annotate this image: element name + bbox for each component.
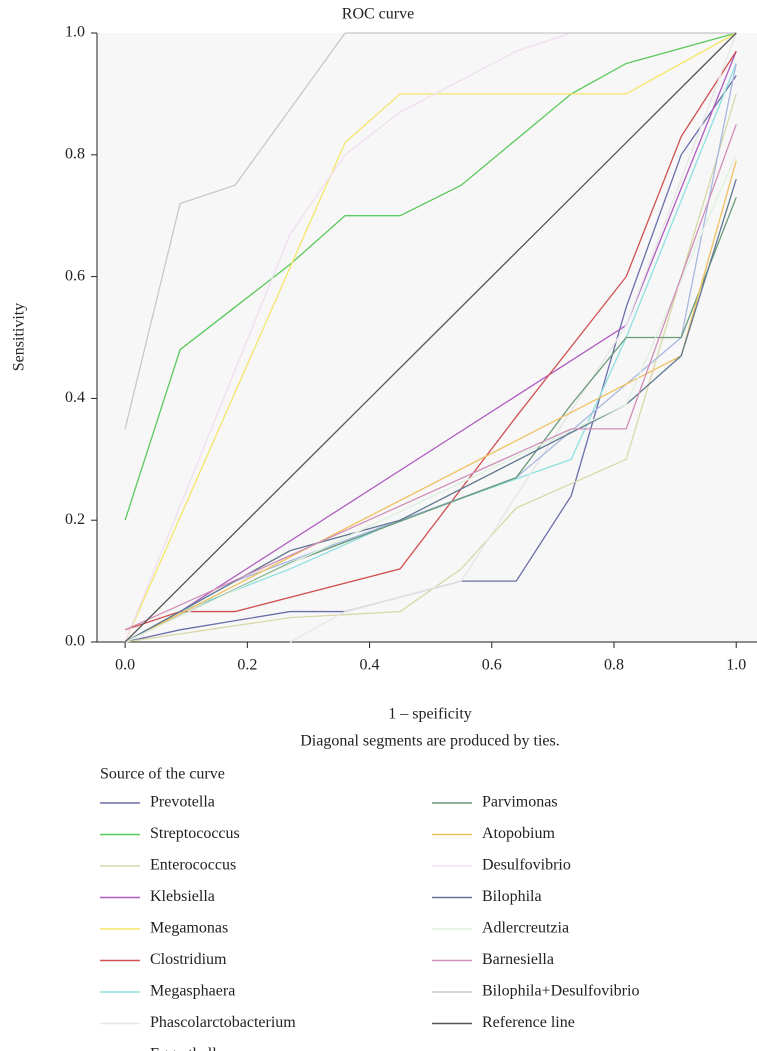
legend-label: Reference line	[482, 1014, 575, 1031]
legend-title: Source of the curve	[100, 766, 225, 783]
legend-label: Phascolarctobacterium	[150, 1014, 296, 1031]
roc-line	[124, 75, 737, 643]
roc-line	[289, 32, 737, 643]
y-tick-label: 1.0	[65, 24, 85, 41]
roc-line	[124, 32, 737, 643]
x-tick-label: 0.8	[604, 657, 624, 674]
legend-label: Bilophila	[482, 888, 542, 905]
legend-label: Megamonas	[150, 920, 228, 937]
roc-line	[124, 32, 737, 430]
legend-label: Streptococcus	[150, 825, 240, 842]
x-tick-label: 1.0	[726, 657, 746, 674]
x-axis-label: 1 – speificity	[388, 706, 472, 723]
note: Diagonal segments are produced by ties.	[300, 733, 559, 750]
legend-label: Barnesiella	[482, 951, 554, 968]
y-tick-label: 0.4	[65, 389, 85, 406]
y-tick-label: 0.6	[65, 267, 85, 284]
legend-label: Eggerthella	[150, 1046, 224, 1051]
roc-line	[124, 32, 737, 643]
legend-label: Desulfovibrio	[482, 857, 571, 874]
y-tick-label: 0.8	[65, 145, 85, 162]
legend-label: Parvimonas	[482, 794, 558, 811]
legend-label: Prevotella	[150, 794, 215, 811]
legend-label: Klebsiella	[150, 888, 215, 905]
legend-label: Enterococcus	[150, 857, 236, 874]
roc-line	[124, 32, 737, 521]
x-tick-label: 0.6	[482, 657, 502, 674]
x-tick-label: 0.0	[115, 657, 135, 674]
legend-label: Clostridium	[150, 951, 227, 968]
chart-title: ROC curve	[342, 6, 414, 23]
legend-label: Atopobium	[482, 825, 555, 842]
roc-line	[124, 124, 737, 631]
roc-line	[124, 178, 737, 643]
roc-line	[125, 93, 737, 643]
x-tick-label: 0.4	[360, 657, 380, 674]
y-tick-label: 0.2	[65, 511, 85, 528]
y-axis-label: Sensitivity	[11, 303, 28, 371]
legend-label: Megasphaera	[150, 983, 235, 1000]
x-tick-label: 0.2	[237, 657, 257, 674]
y-tick-label: 0.0	[65, 633, 85, 650]
legend-label: Adlercreutzia	[482, 920, 569, 937]
roc-line	[124, 154, 737, 643]
roc-line	[124, 197, 737, 643]
legend-label: Bilophila+Desulfovibrio	[482, 983, 639, 1000]
